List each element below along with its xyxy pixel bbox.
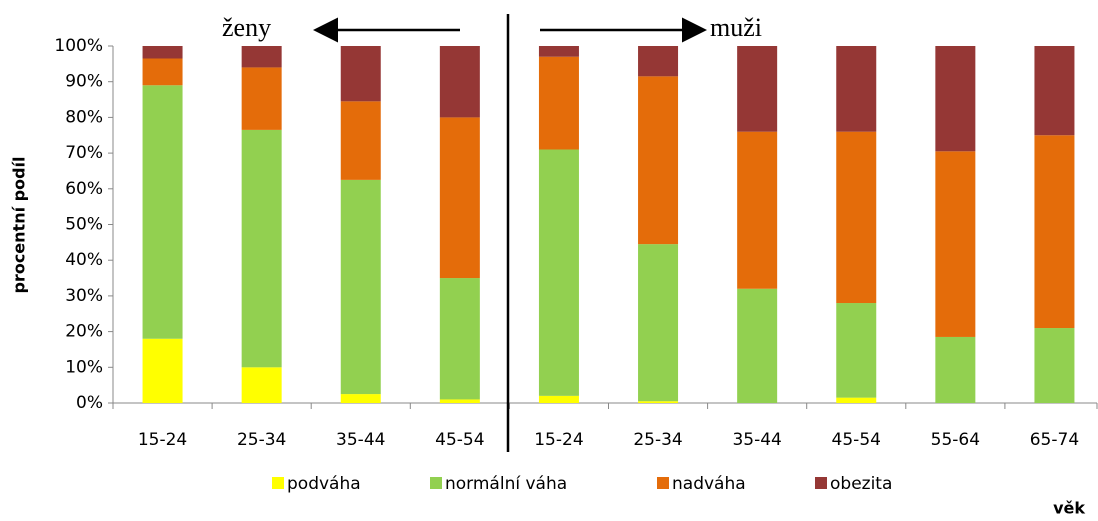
y-tick-label: 0% <box>76 393 103 413</box>
bar-segment <box>737 131 778 289</box>
y-tick-label: 90% <box>65 72 103 92</box>
legend-label: podváha <box>287 474 361 494</box>
x-tick-label: 35-44 <box>336 430 385 450</box>
bar-segment <box>439 117 480 279</box>
bar-segment <box>538 149 579 396</box>
bar-segment <box>241 367 282 403</box>
x-tick-label: 55-64 <box>931 430 980 450</box>
y-tick-label: 20% <box>65 322 103 342</box>
legend-label: normální váha <box>445 474 567 494</box>
bar-segment <box>737 288 778 403</box>
x-tick-label: 25-34 <box>633 430 682 450</box>
y-tick-label: 100% <box>54 36 103 56</box>
y-tick-label: 50% <box>65 215 103 235</box>
x-tick-label: 25-34 <box>237 430 286 450</box>
bar-segment <box>638 76 679 245</box>
bar-segment <box>836 303 877 398</box>
y-tick-label: 70% <box>65 143 103 163</box>
bar-segment <box>142 85 183 339</box>
bar-segment <box>935 151 976 337</box>
y-tick-label: 30% <box>65 286 103 306</box>
bar-segment <box>439 46 480 118</box>
bar-segment <box>142 338 183 403</box>
bar-segment <box>142 46 183 59</box>
y-tick-label: 80% <box>65 107 103 127</box>
annotation: muži <box>710 13 762 42</box>
bar-segment <box>836 131 877 304</box>
y-tick-label: 10% <box>65 357 103 377</box>
bar-segment <box>737 46 778 132</box>
bar-segment <box>241 129 282 368</box>
legend-label: nadváha <box>672 474 746 494</box>
bar-segment <box>439 278 480 400</box>
bar-segment <box>1034 46 1075 136</box>
bar-segment <box>241 46 282 68</box>
bar-segment <box>142 58 183 86</box>
y-tick-label: 60% <box>65 179 103 199</box>
bar-segment <box>340 179 381 395</box>
bar-segment <box>1034 135 1075 329</box>
legend-swatch <box>430 477 442 489</box>
bar-segment <box>340 46 381 102</box>
x-tick-label: 45-54 <box>435 430 484 450</box>
bar-segment <box>340 394 381 403</box>
y-tick-label: 40% <box>65 250 103 270</box>
x-tick-label: 45-54 <box>832 430 881 450</box>
bar-segment <box>935 46 976 152</box>
bar-segment <box>836 397 877 403</box>
x-tick-label: 15-24 <box>534 430 583 450</box>
x-tick-label: 65-74 <box>1030 430 1079 450</box>
bar-segment <box>538 395 579 403</box>
bar-segment <box>538 56 579 150</box>
bar-segment <box>439 399 480 403</box>
bar-segment <box>935 336 976 403</box>
legend-label: obezita <box>830 474 892 494</box>
bar-segment <box>1034 328 1075 403</box>
y-axis-label: procentní podíl <box>10 156 29 293</box>
annotation: ženy <box>222 13 271 42</box>
bar-segment <box>241 67 282 130</box>
bar-segment <box>638 244 679 402</box>
legend-swatch <box>815 477 827 489</box>
x-tick-label: 35-44 <box>732 430 781 450</box>
x-tick-label: 15-24 <box>138 430 187 450</box>
bar-segment <box>340 101 381 180</box>
bar-segment <box>638 401 679 403</box>
bar-segment <box>836 46 877 132</box>
bar-segment <box>538 46 579 57</box>
legend-swatch <box>272 477 284 489</box>
bar-segment <box>638 46 679 77</box>
legend-swatch <box>657 477 669 489</box>
x-axis-label: věk <box>1053 499 1085 518</box>
